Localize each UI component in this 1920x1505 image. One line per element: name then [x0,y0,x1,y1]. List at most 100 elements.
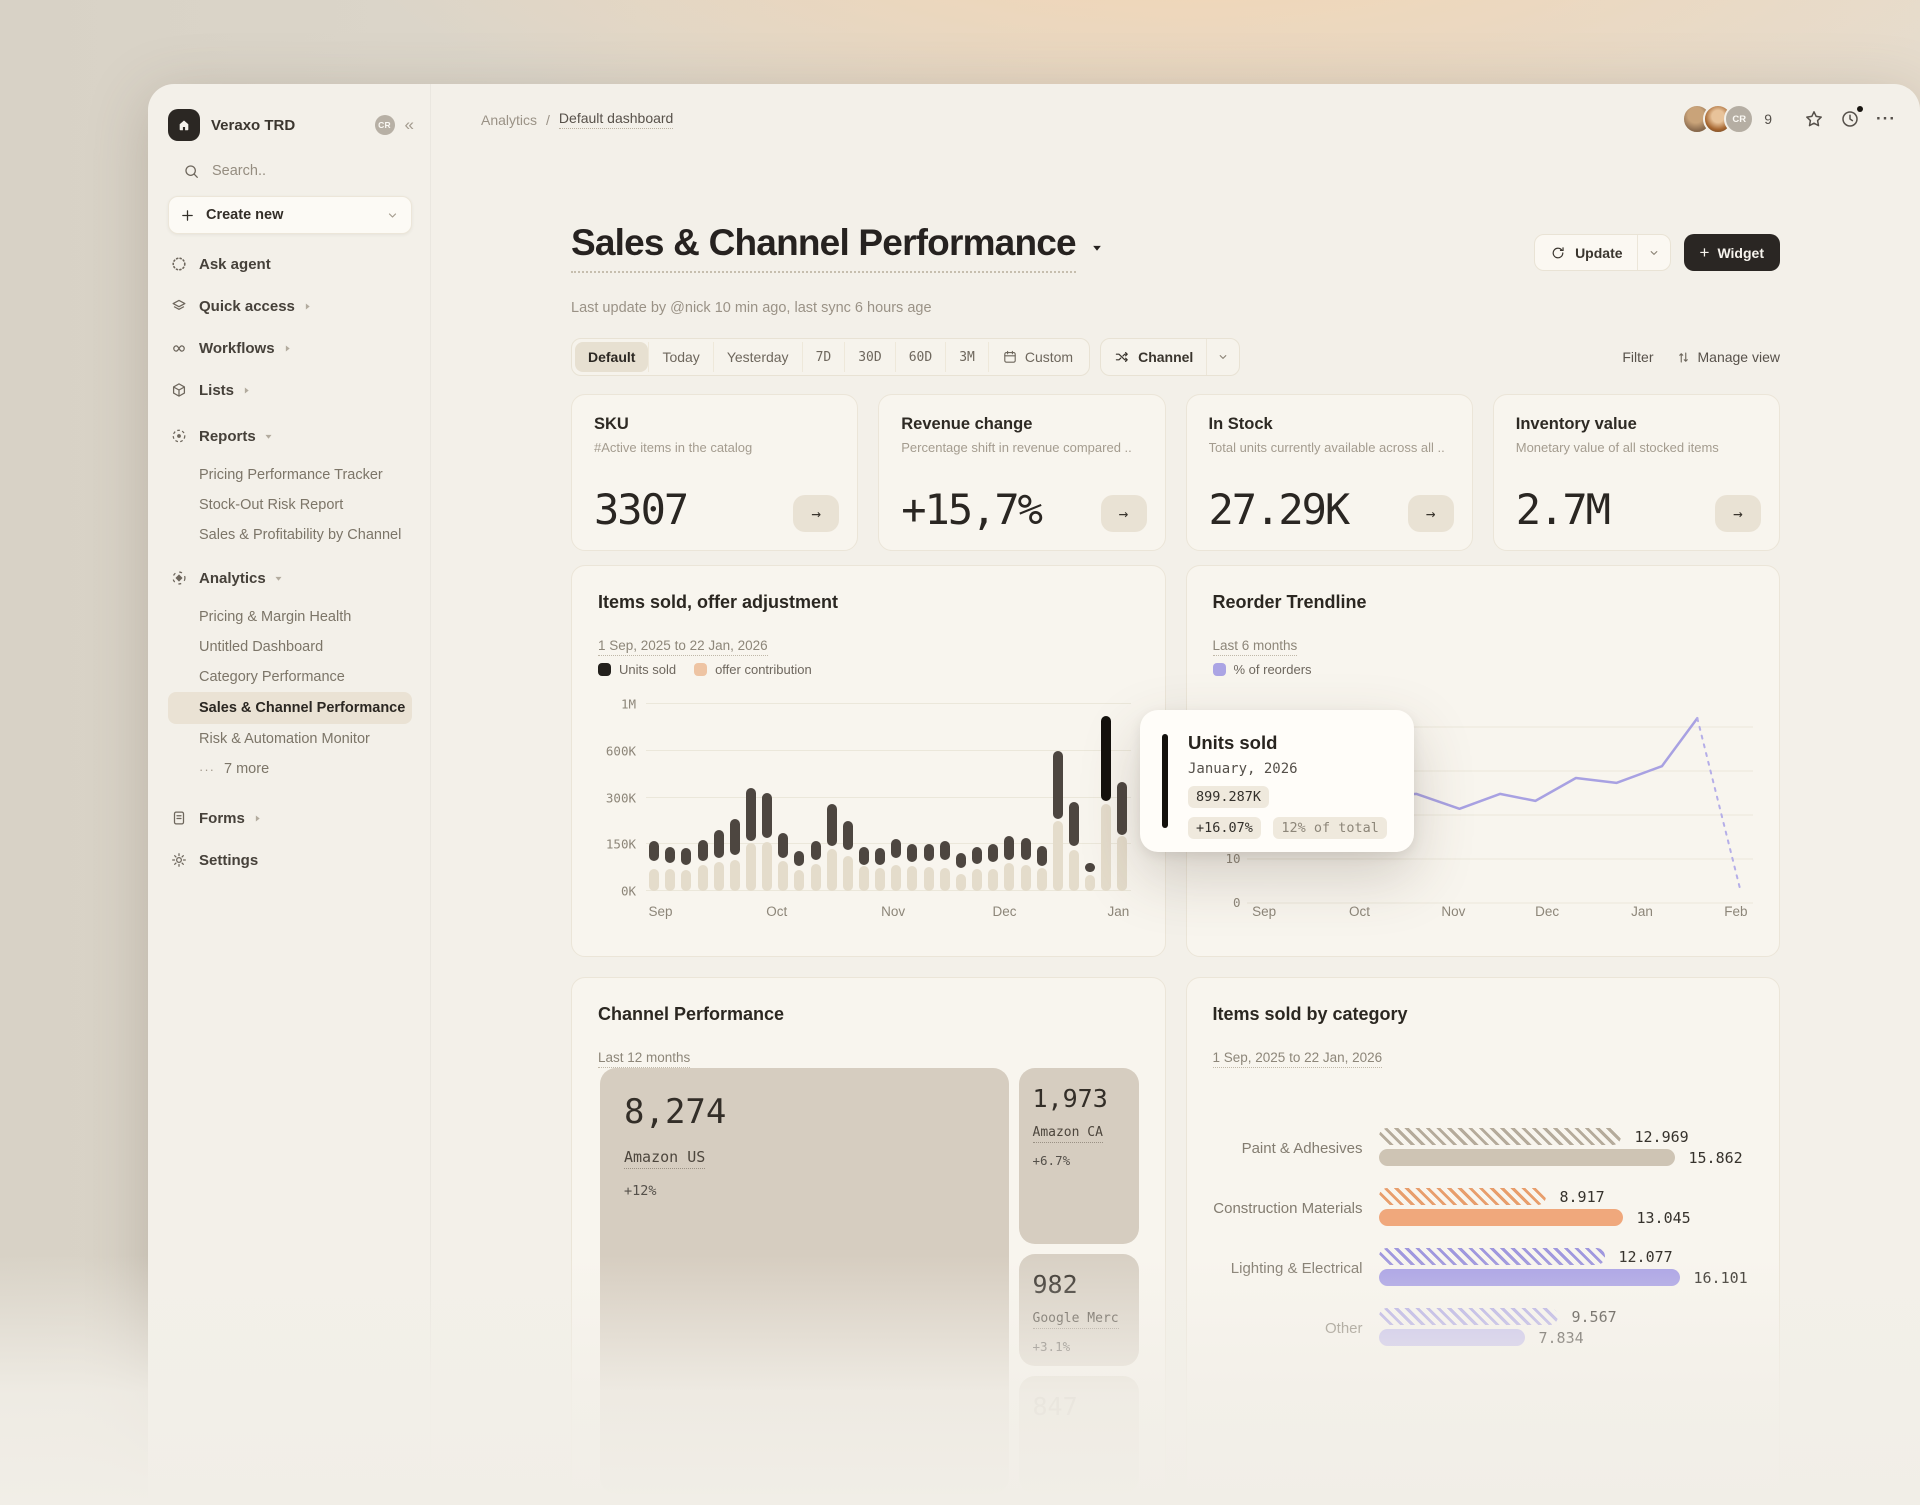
chart-bar[interactable] [972,704,983,891]
hatched-bar[interactable] [1378,1308,1558,1325]
collaborators: CR 9 ··· [1682,104,1896,134]
chart-bar[interactable] [665,704,676,891]
chart-date-range[interactable]: 1 Sep, 2025 to 22 Jan, 2026 [598,638,768,656]
chart-bar[interactable] [988,704,999,891]
home-icon[interactable] [168,109,200,141]
chart-bar[interactable] [939,704,950,891]
chart-bar[interactable] [923,704,934,891]
chart-bar[interactable] [649,704,660,891]
title-caret-icon[interactable] [1090,241,1104,255]
tile-label[interactable]: Amazon US [624,1148,706,1169]
chart-bar[interactable] [794,704,805,891]
tile-label[interactable]: Amazon CA [1032,1125,1103,1143]
chart-bar[interactable] [859,704,870,891]
sidebar-section-reports[interactable]: Reports [168,418,412,454]
tab-yesterday[interactable]: Yesterday [712,342,802,372]
chart-bar[interactable] [891,704,902,891]
chart-bar[interactable] [1052,704,1063,891]
sidebar-item-pricing-margin-health[interactable]: Pricing & Margin Health [199,609,352,625]
solid-bar[interactable] [1378,1269,1680,1286]
chart-bar[interactable] [681,704,692,891]
manage-view-button[interactable]: Manage view [1676,349,1780,365]
search-icon [182,162,200,180]
filter-button[interactable]: Filter [1622,349,1654,365]
sidebar-section-analytics[interactable]: Analytics [168,560,412,596]
chart-bar[interactable] [1068,704,1079,891]
sidebar-item-quick-access[interactable]: Quick access [168,288,412,324]
tab-default[interactable]: Default [575,342,649,372]
chart-date-range[interactable]: 1 Sep, 2025 to 22 Jan, 2026 [1212,1050,1383,1068]
create-new-button[interactable]: Create new [168,196,412,234]
treemap-tile-google-merc[interactable]: 982 Google Merc +3.1% [1018,1254,1139,1366]
treemap-tile-amazon-ca[interactable]: 1,973 Amazon CA +6.7% [1018,1068,1139,1244]
chart-bar[interactable] [842,704,853,891]
hatched-bar[interactable] [1378,1128,1621,1145]
sidebar-item-workflows[interactable]: Workflows [168,330,412,366]
sidebar-item-settings[interactable]: Settings [168,842,412,878]
solid-bar[interactable] [1378,1329,1525,1346]
sidebar-item-sales-channel-performance[interactable]: Sales & Channel Performance [168,692,412,724]
sidebar-item-sales-profitability-by-channel[interactable]: Sales & Profitability by Channel [199,527,402,543]
tab-30d[interactable]: 30D [844,342,894,372]
chart-date-range[interactable]: Last 12 months [598,1050,691,1068]
sidebar-item-untitled-dashboard[interactable]: Untitled Dashboard [199,639,324,655]
breadcrumb-section[interactable]: Analytics [481,111,538,128]
channel-chevron-icon[interactable] [1206,339,1239,375]
hatched-bar[interactable] [1378,1188,1546,1205]
kpi-open-arrow-icon[interactable]: → [1715,495,1761,532]
chart-bar[interactable] [810,704,821,891]
chart-bar[interactable] [1085,704,1096,891]
add-widget-button[interactable]: + Widget [1683,234,1780,271]
channel-selector[interactable]: Channel [1100,338,1241,376]
hatched-bar[interactable] [1378,1248,1605,1265]
tab-today[interactable]: Today [648,342,712,372]
kpi-open-arrow-icon[interactable]: → [1100,495,1147,532]
chart-bar[interactable] [1117,704,1128,891]
tab-custom[interactable]: Custom [987,342,1086,372]
chart-bar[interactable] [729,704,740,891]
sidebar-item-lists[interactable]: Lists [168,372,412,408]
tab-7d[interactable]: 7D [801,342,845,372]
chart-bar[interactable] [826,704,837,891]
chart-bar[interactable] [1004,704,1015,891]
treemap-tile-amazon-us[interactable]: 8,274 Amazon US +12% [600,1068,1009,1494]
avatar-badge[interactable]: CR [1724,104,1755,134]
chart-bar[interactable] [907,704,918,891]
sidebar-item-risk-automation-monitor[interactable]: Risk & Automation Monitor [199,731,370,747]
sidebar-item-ask-agent[interactable]: Ask agent [168,246,412,282]
units-sold-bar [1117,781,1128,835]
chart-bar[interactable] [713,704,724,891]
kpi-title: Inventory value [1515,415,1637,433]
sidebar-item-forms[interactable]: Forms [168,800,412,836]
chart-bar[interactable] [778,704,789,891]
chart-bar[interactable] [1101,704,1112,891]
tile-label[interactable]: Google Merc [1032,1311,1119,1329]
chart-bar[interactable] [697,704,708,891]
tab-60d[interactable]: 60D [894,342,945,372]
search-input[interactable]: Search.. [170,156,412,186]
sidebar-item-stock-out-risk-report[interactable]: Stock-Out Risk Report [199,497,344,513]
chart-bar[interactable] [875,704,886,891]
chart-bar[interactable] [1020,704,1031,891]
update-options-chevron-icon[interactable] [1636,235,1670,270]
chart-date-range[interactable]: Last 6 months [1212,638,1298,656]
chart-bar[interactable] [745,704,756,891]
treemap-tile-partial[interactable]: 847 [1018,1376,1139,1494]
history-clock-icon[interactable] [1840,106,1864,129]
tab-3m[interactable]: 3M [945,342,988,372]
kpi-open-arrow-icon[interactable]: → [793,495,840,532]
chart-bar[interactable] [955,704,966,891]
sidebar-item-category-performance[interactable]: Category Performance [199,669,345,685]
favorite-star-icon[interactable] [1804,109,1824,129]
solid-bar[interactable] [1378,1209,1623,1226]
sidebar-item-more[interactable]: ··· 7 more [168,754,412,784]
solid-bar[interactable] [1378,1149,1675,1166]
collapse-sidebar-icon[interactable]: « [404,115,415,134]
update-button[interactable]: Update [1534,234,1671,271]
chart-bar[interactable] [762,704,773,891]
breadcrumb-page[interactable]: Default dashboard [558,110,674,129]
kpi-open-arrow-icon[interactable]: → [1407,495,1454,532]
chart-bar[interactable] [1036,704,1047,891]
more-menu-icon[interactable]: ··· [1876,109,1896,128]
sidebar-item-pricing-performance-tracker[interactable]: Pricing Performance Tracker [199,467,383,483]
